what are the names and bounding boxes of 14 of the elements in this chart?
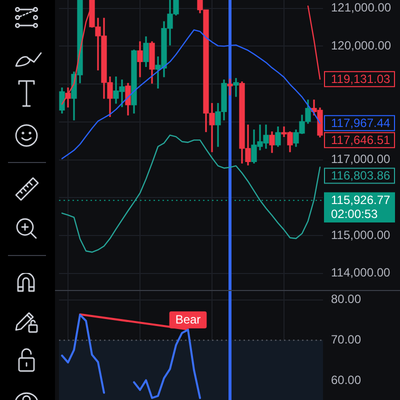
- ref-line-label: 115,926.77 02:00:53: [331, 193, 390, 222]
- y-tick-label: 117,000.00: [331, 152, 390, 166]
- y-tick-label: 80.00: [331, 292, 362, 306]
- y-tick-label: 121,000.00: [331, 0, 392, 15]
- data-label: 116,803.86: [331, 168, 390, 183]
- data-label: 119,131.03: [331, 72, 390, 86]
- y-tick-label: 114,000.00: [331, 266, 390, 280]
- y-tick-label: 60.00: [331, 372, 362, 387]
- y-tick-label: 120,000.00: [331, 38, 392, 52]
- y-tick-label: 70.00: [331, 332, 362, 347]
- text: 117,646.51: [331, 132, 390, 147]
- data-label: 117,967.44: [331, 116, 390, 130]
- data-label: Bear: [175, 312, 201, 327]
- y-tick-label: 115,000.00: [331, 228, 390, 242]
